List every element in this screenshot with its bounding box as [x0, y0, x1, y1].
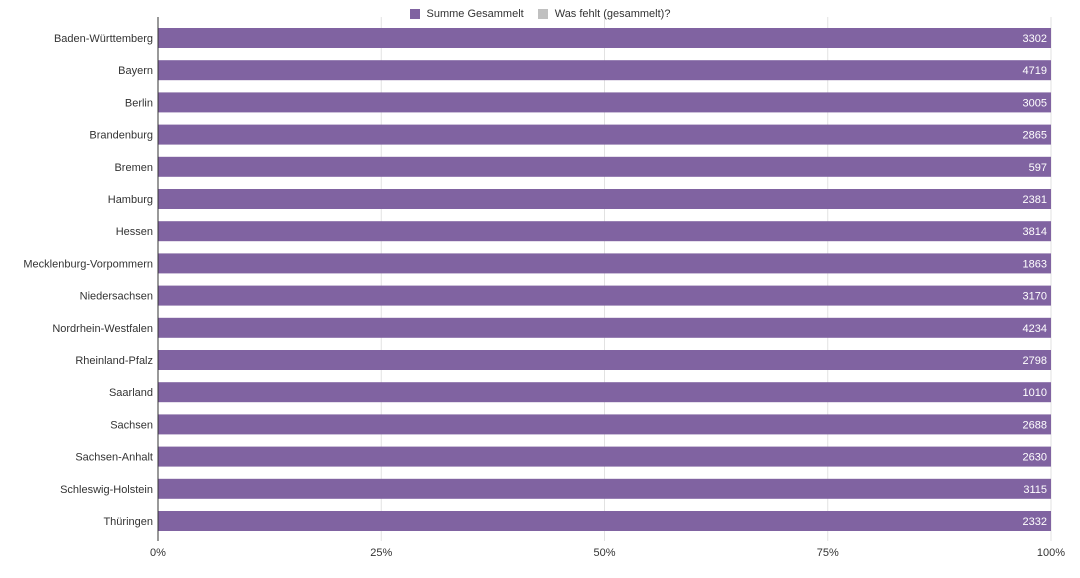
- bar-summe[interactable]: [158, 414, 1051, 435]
- bar-summe[interactable]: [158, 92, 1051, 113]
- x-tick-label: 25%: [370, 547, 392, 559]
- x-tick-label: 50%: [593, 547, 615, 559]
- bar-summe[interactable]: [158, 156, 1051, 177]
- bar-value-label: 3005: [1023, 97, 1047, 109]
- bar-summe[interactable]: [158, 221, 1051, 242]
- x-tick-label: 0%: [150, 547, 166, 559]
- category-label: Sachsen: [110, 419, 153, 431]
- legend-swatch-fehlt: [537, 9, 548, 19]
- legend-label-summe: Summe Gesammelt: [426, 8, 524, 20]
- category-label: Rheinland-Pfalz: [75, 355, 153, 367]
- category-label: Brandenburg: [89, 130, 153, 142]
- category-label: Saarland: [109, 387, 153, 399]
- bar-summe[interactable]: [158, 446, 1051, 467]
- bar-summe[interactable]: [158, 478, 1051, 499]
- bar-summe[interactable]: [158, 382, 1051, 403]
- bar-summe[interactable]: [158, 28, 1051, 48]
- category-label: Schleswig-Holstein: [60, 484, 153, 496]
- category-label: Baden-Württemberg: [54, 33, 153, 45]
- bar-value-label: 3302: [1023, 33, 1047, 45]
- bar-value-label: 3115: [1023, 484, 1047, 496]
- x-tick-label: 100%: [1037, 547, 1065, 559]
- category-label: Mecklenburg-Vorpommern: [23, 258, 153, 270]
- legend: Summe Gesammelt Was fehlt (gesammelt)?: [0, 8, 1080, 20]
- bar-summe[interactable]: [158, 189, 1051, 209]
- legend-item-summe[interactable]: Summe Gesammelt: [409, 8, 524, 20]
- bar-value-label: 1863: [1023, 258, 1047, 270]
- bar-value-label: 4719: [1023, 65, 1047, 77]
- legend-swatch-summe: [409, 9, 420, 19]
- bar-value-label: 1010: [1023, 387, 1047, 399]
- bar-summe[interactable]: [158, 350, 1051, 370]
- bar-summe[interactable]: [158, 60, 1051, 81]
- category-label: Thüringen: [103, 516, 153, 528]
- category-label: Berlin: [125, 97, 153, 109]
- bar-value-label: 597: [1029, 162, 1047, 174]
- bar-summe[interactable]: [158, 285, 1051, 306]
- x-tick-label: 75%: [817, 547, 839, 559]
- category-label: Sachsen-Anhalt: [75, 452, 153, 464]
- bar-value-label: 2332: [1023, 516, 1047, 528]
- bar-value-label: 3814: [1023, 226, 1047, 238]
- bar-value-label: 2630: [1023, 452, 1047, 464]
- bar-value-label: 3170: [1023, 291, 1047, 303]
- category-label: Hessen: [116, 226, 153, 238]
- bar-summe[interactable]: [158, 253, 1051, 274]
- category-label: Bremen: [114, 162, 153, 174]
- bar-value-label: 2865: [1023, 130, 1047, 142]
- bar-value-label: 2381: [1023, 194, 1047, 206]
- bar-value-label: 2688: [1023, 419, 1047, 431]
- legend-label-fehlt: Was fehlt (gesammelt)?: [554, 8, 671, 20]
- bar-summe[interactable]: [158, 317, 1051, 338]
- category-label: Bayern: [118, 65, 153, 77]
- legend-item-fehlt[interactable]: Was fehlt (gesammelt)?: [537, 8, 671, 20]
- category-label: Niedersachsen: [80, 291, 153, 303]
- category-label: Nordrhein-Westfalen: [52, 323, 153, 335]
- bar-value-label: 2798: [1023, 355, 1047, 367]
- bar-value-label: 4234: [1023, 323, 1047, 335]
- bar-summe[interactable]: [158, 511, 1051, 531]
- category-label: Hamburg: [108, 194, 153, 206]
- bar-summe[interactable]: [158, 124, 1051, 145]
